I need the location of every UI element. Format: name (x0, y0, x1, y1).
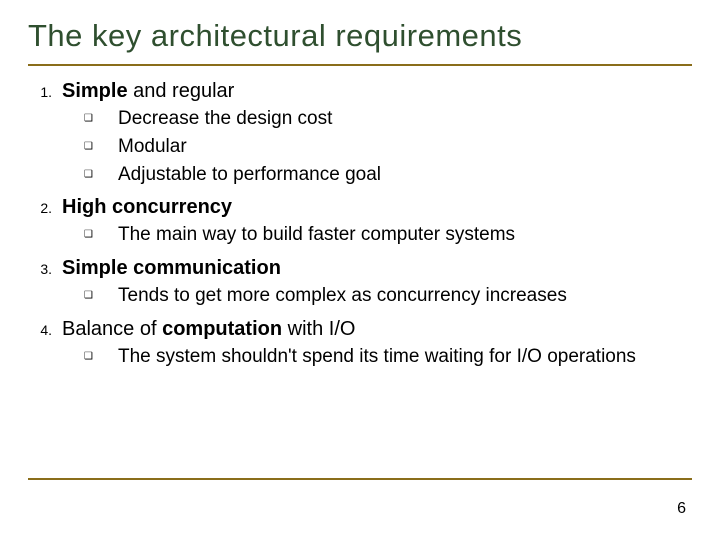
item-heading: Balance of computation with I/O (62, 318, 355, 341)
item-number: 4. (28, 318, 62, 338)
item-heading: Simple and regular (62, 80, 234, 103)
square-bullet-icon: ❑ (84, 135, 118, 152)
item-number: 1. (28, 80, 62, 100)
divider-bottom (28, 478, 692, 480)
list-item: 3. Simple communication (28, 257, 692, 280)
square-bullet-icon: ❑ (84, 345, 118, 362)
item-heading: Simple communication (62, 257, 281, 280)
list-item: 2. High concurrency (28, 196, 692, 219)
sub-item: ❑The main way to build faster computer s… (84, 223, 692, 247)
sub-item: ❑The system shouldn't spend its time wai… (84, 345, 692, 369)
sub-item: ❑Tends to get more complex as concurrenc… (84, 284, 692, 308)
content-area: 1. Simple and regular ❑Decrease the desi… (28, 80, 692, 369)
list-item: 1. Simple and regular (28, 80, 692, 103)
sub-text: The system shouldn't spend its time wait… (118, 345, 636, 369)
sub-item: ❑Adjustable to performance goal (84, 163, 692, 187)
sub-item: ❑Decrease the design cost (84, 107, 692, 131)
sub-item: ❑Modular (84, 135, 692, 159)
sub-text: Adjustable to performance goal (118, 163, 381, 187)
square-bullet-icon: ❑ (84, 163, 118, 180)
sub-text: Modular (118, 135, 187, 159)
divider-top (28, 64, 692, 66)
square-bullet-icon: ❑ (84, 107, 118, 124)
square-bullet-icon: ❑ (84, 284, 118, 301)
item-number: 3. (28, 257, 62, 277)
item-number: 2. (28, 196, 62, 216)
sub-text: Tends to get more complex as concurrency… (118, 284, 567, 308)
slide-title: The key architectural requirements (28, 18, 692, 54)
list-item: 4. Balance of computation with I/O (28, 318, 692, 341)
square-bullet-icon: ❑ (84, 223, 118, 240)
sub-text: The main way to build faster computer sy… (118, 223, 515, 247)
page-number: 6 (677, 500, 686, 518)
sub-text: Decrease the design cost (118, 107, 332, 131)
item-heading: High concurrency (62, 196, 232, 219)
